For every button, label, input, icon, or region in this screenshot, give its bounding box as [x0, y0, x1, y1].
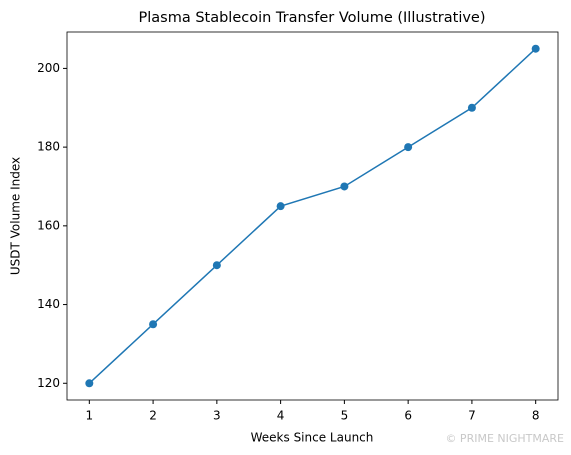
chart-title: Plasma Stablecoin Transfer Volume (Illus… [138, 10, 485, 26]
point [531, 44, 540, 53]
x-tick-label: 1 [85, 409, 93, 423]
x-tick-label: 3 [213, 409, 221, 423]
point [149, 320, 158, 329]
x-tick-label: 8 [532, 409, 540, 423]
x-tick-label: 6 [404, 409, 412, 423]
y-tick-label: 120 [37, 376, 60, 390]
x-axis-label: Weeks Since Launch [251, 431, 374, 445]
y-tick-label: 180 [37, 140, 60, 154]
x-tick-label: 4 [277, 409, 285, 423]
y-tick-label: 200 [37, 61, 60, 75]
y-tick-label: 140 [37, 297, 60, 311]
x-tick-label: 7 [468, 409, 476, 423]
point [85, 379, 94, 388]
point [212, 261, 221, 270]
x-tick-label: 2 [149, 409, 157, 423]
y-axis-label: USDT Volume Index [9, 157, 23, 275]
watermark: © PRIME NIGHTMARE [445, 432, 564, 445]
point [467, 103, 476, 112]
point [404, 143, 413, 152]
series-line [88, 48, 537, 384]
plot-frame [66, 31, 559, 401]
point [340, 182, 349, 191]
point [276, 202, 285, 211]
x-tick-label: 5 [341, 409, 349, 423]
y-tick-label: 160 [37, 218, 60, 232]
